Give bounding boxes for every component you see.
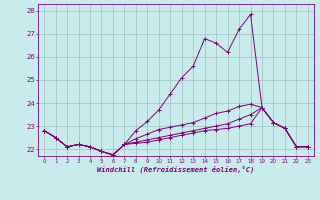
X-axis label: Windchill (Refroidissement éolien,°C): Windchill (Refroidissement éolien,°C) [97, 165, 255, 173]
